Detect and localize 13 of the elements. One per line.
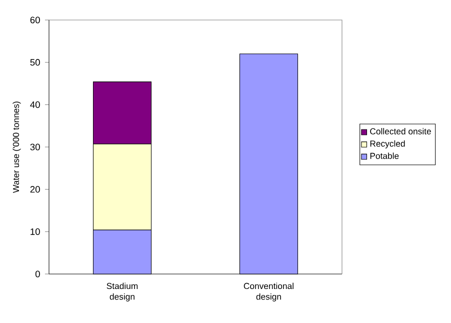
y-tick-label: 60: [30, 16, 40, 24]
legend-label: Collected onsite: [370, 128, 431, 134]
x-tick-label: Conventional design: [244, 282, 294, 302]
y-tick-label: 40: [30, 101, 40, 108]
y-tick-label: 0: [35, 270, 40, 278]
x-tick-label: Stadium design: [106, 282, 138, 302]
legend-label: Potable: [370, 152, 399, 159]
y-tick-label: 50: [30, 59, 40, 66]
y-tick-label: 10: [30, 228, 40, 235]
legend-label: Recycled: [370, 140, 405, 148]
y-tick-label: 20: [30, 186, 40, 193]
y-axis-title: Water use ('000 tonnes): [12, 102, 21, 193]
y-tick-label: 30: [30, 144, 40, 150]
